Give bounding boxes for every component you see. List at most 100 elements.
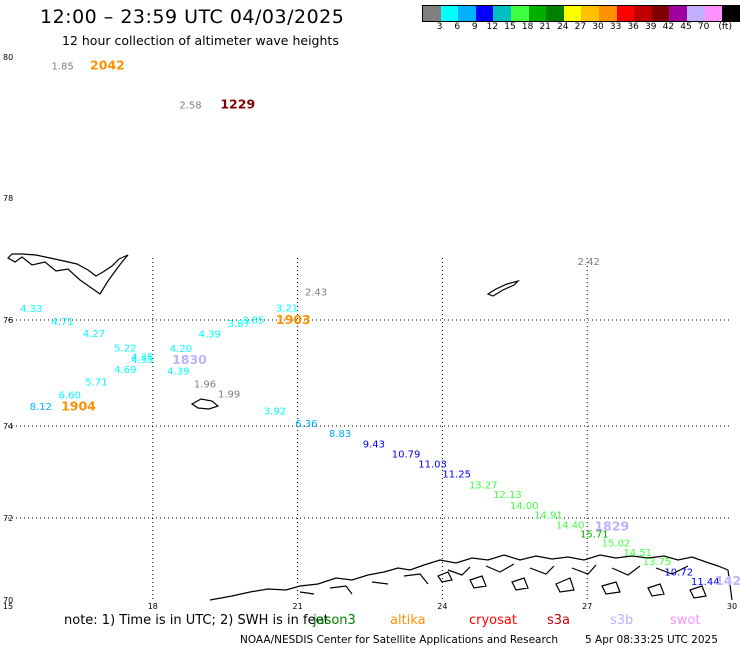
wave-height-value: 3.87 xyxy=(228,319,250,330)
legend-swot: swot xyxy=(670,613,701,628)
wave-height-value: 5.71 xyxy=(85,378,107,389)
colorbar-swatch xyxy=(510,6,529,21)
latitude-label: 72 xyxy=(3,514,13,523)
wave-height-value: 5.22 xyxy=(114,343,136,354)
colorbar-swatch xyxy=(634,6,652,21)
wave-height-value: 4.69 xyxy=(114,365,136,376)
wave-height-value: 4.35 xyxy=(131,352,153,363)
wave-height-value: 10.72 xyxy=(664,567,693,578)
longitude-label: 30 xyxy=(727,602,737,611)
wave-height-value: 6.36 xyxy=(295,419,317,430)
longitude-label: 15 xyxy=(3,602,13,611)
wave-height-value: 15.02 xyxy=(602,539,631,550)
wave-height-value: 2.43 xyxy=(305,288,327,299)
colorbar-label: 33 xyxy=(609,22,622,32)
pass-time-tag: 1830 xyxy=(172,352,207,367)
latitude-label: 78 xyxy=(3,194,13,203)
colorbar-label: 6 xyxy=(454,22,461,32)
page-subtitle: 12 hour collection of altimeter wave hei… xyxy=(62,33,339,48)
colorbar-swatch xyxy=(440,6,459,21)
longitude-label: 27 xyxy=(582,602,592,611)
colorbar-label: 30 xyxy=(592,22,604,32)
wave-height-value: 11.25 xyxy=(442,470,471,481)
colorbar-swatch xyxy=(546,6,564,21)
latitude-label: 80 xyxy=(3,53,13,62)
colorbar-swatch xyxy=(686,6,705,21)
colorbar-swatch xyxy=(616,6,635,21)
wave-height-value: 4.39 xyxy=(199,329,221,340)
legend-cryosat: cryosat xyxy=(469,613,517,628)
wave-height-observations: 1.85 2.58 2.42 2.43 3.21 3.853.87 4.39 4.20 4.35… xyxy=(20,62,720,588)
wave-height-value: 10.79 xyxy=(392,449,421,460)
colorbar-swatch xyxy=(669,6,687,21)
colorbar-label: 42 xyxy=(662,22,675,32)
colorbar-labels: 3 6 9 12 15 18 21 24 27 30 33 36 39 42 45 70 (ft) xyxy=(422,22,740,34)
bear-island-coast xyxy=(190,398,220,410)
svalbard-coast xyxy=(7,253,129,295)
colorbar-swatch xyxy=(528,6,547,21)
colorbar-label: 36 xyxy=(627,22,639,32)
colorbar-label: 12 xyxy=(486,22,499,32)
colorbar-label: 18 xyxy=(521,22,534,32)
wave-height-value: 15.71 xyxy=(580,530,609,541)
page-title: 12:00 – 23:59 UTC 04/03/2025 xyxy=(40,6,345,28)
wave-height-colorbar xyxy=(422,5,740,22)
wave-height-value: 4.55 xyxy=(131,355,153,366)
wave-height-value: 2.58 xyxy=(179,100,201,111)
wave-height-value: 13.75 xyxy=(643,557,672,568)
wave-height-value: 6.60 xyxy=(59,390,81,401)
wave-height-value: 1.85 xyxy=(51,62,73,73)
wave-height-value: 4.33 xyxy=(20,304,42,315)
colorbar-label: 3 xyxy=(436,22,443,32)
legend-jason3: jason3 xyxy=(313,613,356,628)
pass-time-tag: 2042 xyxy=(90,58,125,73)
wave-height-value: 14.91 xyxy=(534,510,563,521)
legend-altika: altika xyxy=(390,613,426,628)
wave-height-value: 14.40 xyxy=(556,520,585,531)
colorbar-label: 27 xyxy=(574,22,587,32)
colorbar-label: 39 xyxy=(645,22,657,32)
wave-height-value: 11.03 xyxy=(418,459,447,470)
wave-height-value: 14.00 xyxy=(510,501,539,512)
colorbar-label: 15 xyxy=(504,22,516,32)
colorbar-swatch xyxy=(722,6,740,21)
wave-height-value: 1.96 xyxy=(194,379,216,390)
generated-timestamp: 5 Apr 08:33:25 UTC 2025 xyxy=(585,634,718,646)
colorbar-label: 21 xyxy=(539,22,551,32)
graticule xyxy=(8,258,732,600)
colorbar-swatch xyxy=(493,6,511,21)
wave-height-value: 4.27 xyxy=(83,329,105,340)
norway-islands xyxy=(437,571,707,599)
wave-height-value: 8.12 xyxy=(30,402,52,413)
norway-coast xyxy=(209,554,733,601)
colorbar-swatch xyxy=(475,6,494,21)
longitude-label: 21 xyxy=(293,602,303,611)
colorbar-swatch xyxy=(581,6,599,21)
wave-height-value: 3.92 xyxy=(264,406,286,417)
pass-time-tag: 1829 xyxy=(594,518,629,533)
credit-line: NOAA/NESDIS Center for Satellite Applica… xyxy=(240,634,558,646)
pass-time-tag: 1903 xyxy=(276,312,311,327)
colorbar-label: (ft) xyxy=(718,22,732,32)
colorbar-swatch xyxy=(651,6,670,21)
coastline xyxy=(7,253,733,601)
wave-height-value: 4.71 xyxy=(51,317,73,328)
colorbar-label: 45 xyxy=(680,22,692,32)
wave-height-value: 8.83 xyxy=(329,429,351,440)
latitude-label: 70 xyxy=(3,596,13,605)
legend-s3b: s3b xyxy=(610,613,634,628)
pass-time-tag: 1229 xyxy=(220,96,255,111)
longitude-label: 18 xyxy=(148,602,158,611)
wave-height-value: 11.44 xyxy=(691,577,720,588)
colorbar-swatch xyxy=(704,6,723,21)
wave-height-value: 3.21 xyxy=(276,303,298,314)
pass-time-tag: 1904 xyxy=(61,399,96,414)
colorbar-swatch xyxy=(423,6,441,21)
wave-height-value: 2.42 xyxy=(578,257,600,268)
wave-height-value: 4.20 xyxy=(170,344,192,355)
colorbar-label: 24 xyxy=(557,22,569,32)
legend-s3a: s3a xyxy=(547,613,571,628)
colorbar-label: 70 xyxy=(697,22,710,32)
